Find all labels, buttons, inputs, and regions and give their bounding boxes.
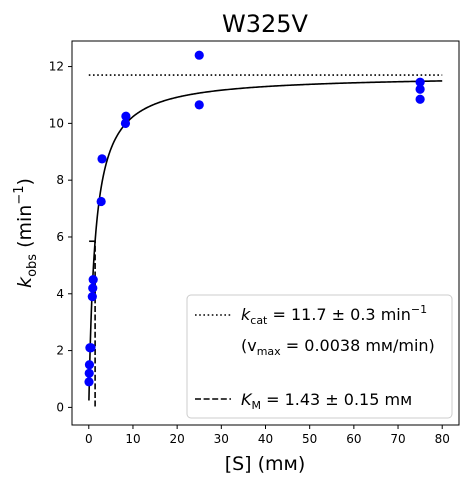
data-point xyxy=(87,292,97,302)
x-tick-label: 60 xyxy=(346,432,361,446)
x-tick-label: 0 xyxy=(85,432,93,446)
fit-curve xyxy=(88,80,443,401)
data-point xyxy=(121,111,131,121)
data-point xyxy=(84,368,94,378)
y-tick-label: 2 xyxy=(56,344,64,358)
chart-title: W325V xyxy=(222,10,309,38)
x-tick-label: 40 xyxy=(258,432,273,446)
x-tick-label: 10 xyxy=(125,432,140,446)
x-tick-label: 50 xyxy=(302,432,317,446)
y-axis-label: kobs (min−1) xyxy=(12,178,40,288)
y-tick-label: 8 xyxy=(56,173,64,187)
data-point xyxy=(88,283,98,293)
y-tick-label: 6 xyxy=(56,230,64,244)
data-point xyxy=(415,94,425,104)
y-axis-ticks: 0 2 4 6 8 10 12 xyxy=(49,60,72,414)
x-tick-label: 80 xyxy=(435,432,450,446)
data-point xyxy=(120,118,131,128)
data-point xyxy=(86,343,96,353)
y-tick-label: 10 xyxy=(49,116,64,130)
y-tick-label: 0 xyxy=(56,400,64,414)
x-tick-label: 30 xyxy=(214,432,229,446)
data-point xyxy=(97,154,107,164)
data-point xyxy=(194,100,204,110)
data-point xyxy=(96,196,106,207)
data-point xyxy=(84,360,95,370)
legend-km-text: KM = 1.43 ± 0.15 mᴍ xyxy=(241,390,412,412)
legend-vmax-text: (vmax = 0.0038 mᴍ/min) xyxy=(241,336,435,358)
x-tick-label: 20 xyxy=(170,432,185,446)
data-point xyxy=(88,274,98,285)
data-point xyxy=(194,50,204,60)
y-tick-label: 4 xyxy=(56,287,64,301)
y-tick-label: 12 xyxy=(49,60,64,74)
data-point xyxy=(415,77,425,87)
x-tick-label: 70 xyxy=(390,432,405,446)
data-point xyxy=(84,377,94,387)
legend-kcat-text: kcat = 11.7 ± 0.3 min−1 xyxy=(241,303,427,327)
plot-data xyxy=(84,50,443,407)
legend: kcat = 11.7 ± 0.3 min−1 (vmax = 0.0038 m… xyxy=(186,294,453,419)
legend-box xyxy=(186,294,453,419)
data-point xyxy=(415,84,425,94)
x-axis-label: [S] (mᴍ) xyxy=(225,453,306,475)
x-axis-ticks: 0 10 20 30 40 50 60 70 80 xyxy=(85,425,450,446)
